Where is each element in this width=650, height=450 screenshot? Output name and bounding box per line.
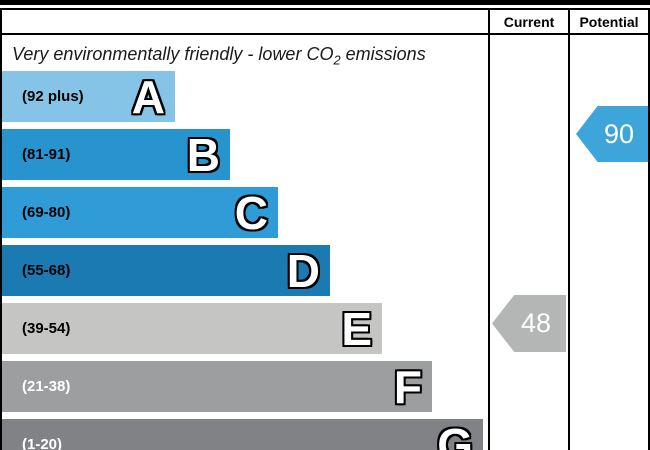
potential-rating-value: 90 (603, 118, 635, 149)
table-border-top (0, 8, 650, 10)
potential-rating-arrow: 90 (576, 106, 648, 162)
potential-column-divider (568, 8, 570, 450)
chart-title-subscript: 2 (333, 52, 341, 68)
chart-title-text: Very environmentally friendly - lower CO (12, 44, 334, 64)
header-potential: Potential (579, 14, 639, 30)
table-border-left (0, 8, 2, 450)
chart-title: Very environmentally friendly - lower CO… (12, 44, 426, 68)
table-border-right (648, 8, 650, 450)
band-b-letter: B (186, 128, 221, 181)
current-rating-value: 48 (520, 308, 552, 338)
band-a-bar: (92 plus) A (2, 71, 175, 122)
band-d-letter: D (286, 244, 321, 297)
band-c-range: (69-80) (22, 204, 71, 221)
band-e-range: (39-54) (22, 320, 71, 337)
band-d-bar: (55-68) D (2, 245, 330, 296)
current-rating-arrow: 48 (492, 295, 566, 352)
band-g-bar: (1-20) G (2, 419, 483, 450)
band-f-letter: F (393, 360, 423, 413)
band-g-letter: G (436, 418, 474, 450)
band-c-bar: (69-80) C (2, 187, 278, 238)
band-f-bar: (21-38) F (2, 361, 432, 412)
band-d-range: (55-68) (22, 262, 71, 279)
header-divider (0, 33, 650, 35)
top-border-strip (0, 0, 650, 5)
band-f-range: (21-38) (22, 378, 71, 395)
header-current: Current (503, 14, 555, 30)
current-column-divider (488, 8, 490, 450)
band-a-letter: A (131, 70, 166, 123)
band-e-letter: E (340, 302, 373, 355)
band-c-letter: C (234, 186, 269, 239)
band-b-range: (81-91) (22, 146, 71, 163)
band-g-range: (1-20) (22, 436, 63, 450)
band-b-bar: (81-91) B (2, 129, 230, 180)
band-a-range: (92 plus) (22, 88, 84, 105)
chart-title-suffix: emissions (340, 44, 426, 64)
band-e-bar: (39-54) E (2, 303, 382, 354)
